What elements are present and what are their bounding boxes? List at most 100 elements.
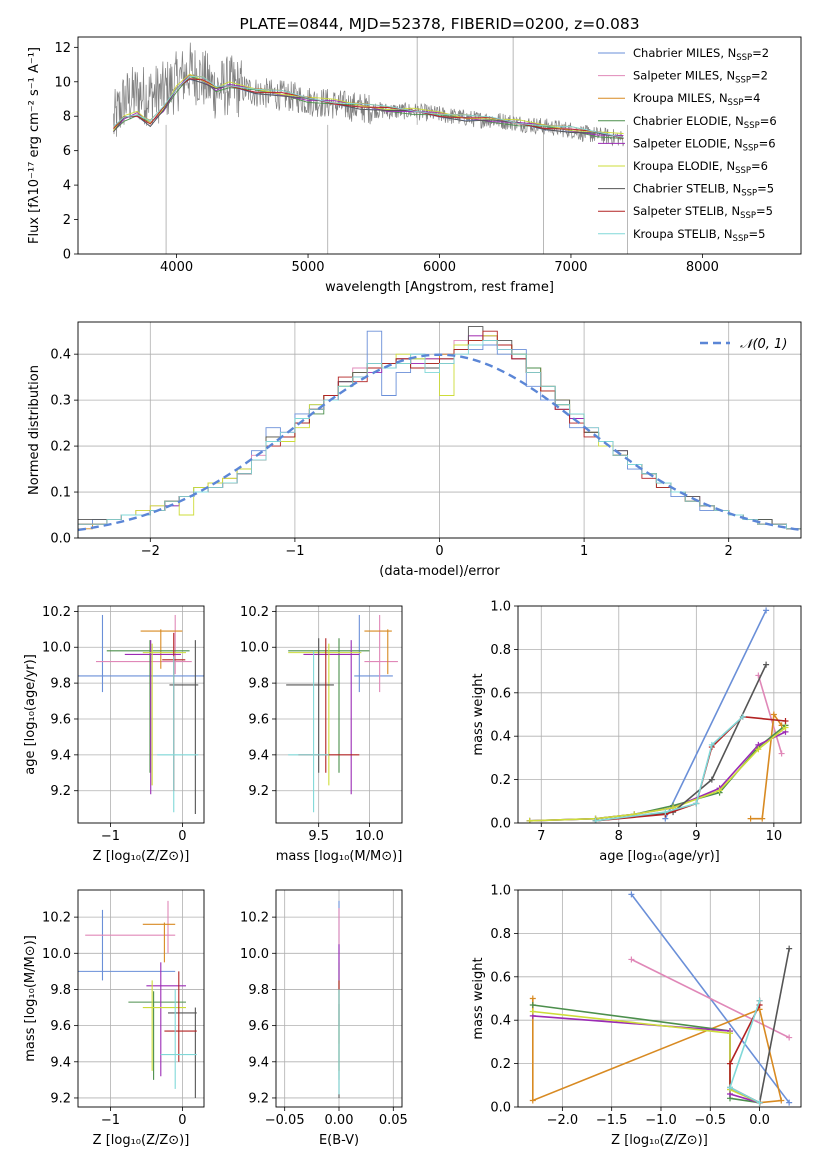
x-tick-label: 0.0	[749, 1113, 770, 1128]
legend: Chabrier MILES, NSSP=2 Salpeter MILES, NS…	[598, 46, 777, 244]
y-tick-label: 0.4	[490, 1014, 511, 1029]
panel-mass-weight-vs-Z: −2.0 −1.5 −1.0 −0.5 0.0 0.0 0.2 0.4 0.6 0.8 1.0 Z […	[471, 884, 802, 1148]
weight-marker	[770, 711, 777, 718]
y-tick-label: 0.0	[490, 1101, 511, 1116]
legend-entry: Salpeter ELODIE, NSSP=6	[633, 136, 776, 153]
x-tick-label: 10.0	[355, 829, 384, 844]
y-tick-label: 10.2	[240, 605, 269, 620]
axes-frame	[77, 889, 205, 1108]
weight-marker	[693, 800, 700, 807]
y-tick-label: 9.2	[50, 1091, 71, 1106]
weight-marker	[782, 724, 789, 731]
errorbar-7	[164, 971, 197, 1062]
y-tick-label: 9.4	[50, 1055, 71, 1070]
x-tick-label: 4000	[160, 260, 193, 275]
weight-marker	[739, 713, 746, 720]
weight-line-6	[595, 664, 767, 822]
weight-line-4	[529, 731, 786, 822]
errorbar-0	[78, 909, 176, 981]
weight-marker	[763, 607, 770, 614]
x-axis-label: age [log₁₀(age/yr)]	[599, 849, 720, 864]
x-tick-label: 8	[615, 829, 623, 844]
weight-marker	[727, 1030, 734, 1037]
errorbar-2	[140, 629, 183, 669]
weight-line-8	[595, 716, 744, 822]
legend: 𝒩(0, 1)	[700, 337, 787, 352]
weight-line-1	[757, 675, 783, 754]
x-axis-label: E(B-V)	[319, 1133, 359, 1148]
x-tick-label: 0	[178, 829, 186, 844]
y-tick-label: 10	[54, 75, 71, 90]
x-tick-label: −0.05	[265, 1113, 305, 1128]
errorbar-1	[364, 614, 398, 693]
weight-marker	[628, 891, 635, 898]
y-tick-label: 10.2	[42, 911, 71, 926]
weight-line-5	[529, 726, 787, 822]
normal-curve	[78, 353, 801, 532]
y-tick-label: 9.8	[248, 677, 269, 692]
legend-entry: Salpeter MILES, NSSP=2	[633, 69, 768, 86]
x-tick-label: 8000	[686, 260, 719, 275]
errorbar-4	[146, 962, 186, 1077]
legend-entry: Kroupa STELIB, NSSP=5	[633, 227, 765, 244]
weight-marker	[763, 661, 770, 668]
errorbar-4	[124, 640, 181, 795]
axes-frame	[77, 605, 205, 824]
x-tick-label: 7	[537, 829, 545, 844]
errorbar-6	[286, 638, 334, 773]
errorbar-0	[354, 614, 393, 693]
weight-marker	[529, 1097, 536, 1104]
y-tick-label: 10.0	[240, 947, 269, 962]
y-tick-label: 9.8	[50, 983, 71, 998]
panel-age-vs-mass: 9.5 10.0 9.2 9.4 9.6 9.8 10.0 10.2 mass [log₁₀(M…	[240, 605, 403, 864]
y-tick-label: 0.2	[490, 1057, 511, 1072]
x-tick-label: 0.05	[379, 1113, 408, 1128]
weight-line-2	[750, 712, 783, 820]
errorbar-5	[288, 643, 362, 786]
y-tick-label: 1.0	[490, 600, 511, 615]
y-tick-label: 9.6	[50, 1019, 71, 1034]
model-line-6	[113, 78, 624, 139]
panel-age-vs-Z: −1 0 9.2 9.4 9.6 9.8 10.0 10.2 Z [log₁₀(Z/Z⊙)] ag…	[23, 605, 205, 864]
errorbar-1	[96, 614, 192, 675]
errorbar-1	[85, 900, 176, 954]
x-tick-label: 10	[766, 829, 783, 844]
legend-entry: 𝒩(0, 1)	[740, 337, 787, 352]
panel-spectrum: 4000 5000 6000 7000 8000 0 2 4 6 8 10 12 wavelength …	[27, 15, 802, 295]
y-axis-label: mass weight	[471, 957, 486, 1039]
errorbar-8	[288, 650, 329, 813]
y-tick-label: 0.0	[50, 532, 71, 547]
y-axis-label: Normed distribution	[27, 365, 42, 495]
x-axis-label: Z [log₁₀(Z/Z⊙)]	[611, 1133, 708, 1148]
x-tick-label: 5000	[291, 260, 324, 275]
panel-mass-weight-vs-age: 7 8 9 10 0.0 0.2 0.4 0.6 0.8 1.0 age [log₁₀(age/yr…	[471, 600, 802, 864]
x-tick-label: −1	[101, 1113, 120, 1128]
x-tick-label: −1	[101, 829, 120, 844]
x-tick-label: 7000	[554, 260, 587, 275]
x-axis-label: wavelength [Angstrom, rest frame]	[325, 280, 554, 295]
axes-frame	[517, 889, 802, 1108]
errorbar-4	[303, 640, 360, 795]
weight-marker	[786, 1034, 793, 1041]
y-tick-label: 0.4	[490, 730, 511, 745]
weight-marker	[755, 746, 762, 753]
weight-marker	[708, 741, 715, 748]
y-tick-label: 10.2	[240, 911, 269, 926]
y-tick-label: 9.8	[248, 983, 269, 998]
x-tick-label: 0.00	[325, 1113, 354, 1128]
weight-marker	[782, 718, 789, 725]
chart-title: PLATE=0844, MJD=52378, FIBERID=0200, z=0…	[239, 15, 639, 33]
legend-entry: Salpeter STELIB, NSSP=5	[633, 204, 773, 221]
weight-marker	[786, 945, 793, 952]
y-tick-label: 10.0	[42, 947, 71, 962]
x-tick-label: 2	[725, 544, 733, 559]
errorbar-8	[157, 656, 199, 813]
panel-mass-vs-Z: −1 0 9.2 9.4 9.6 9.8 10.0 10.2 Z [log₁₀(Z/Z⊙)] ma…	[23, 889, 205, 1148]
errorbar-5	[142, 643, 186, 786]
y-tick-label: 2	[63, 213, 71, 228]
weight-marker	[756, 997, 763, 1004]
weight-marker	[747, 815, 754, 822]
axes-frame	[517, 605, 802, 824]
y-tick-label: 9.2	[50, 784, 71, 799]
